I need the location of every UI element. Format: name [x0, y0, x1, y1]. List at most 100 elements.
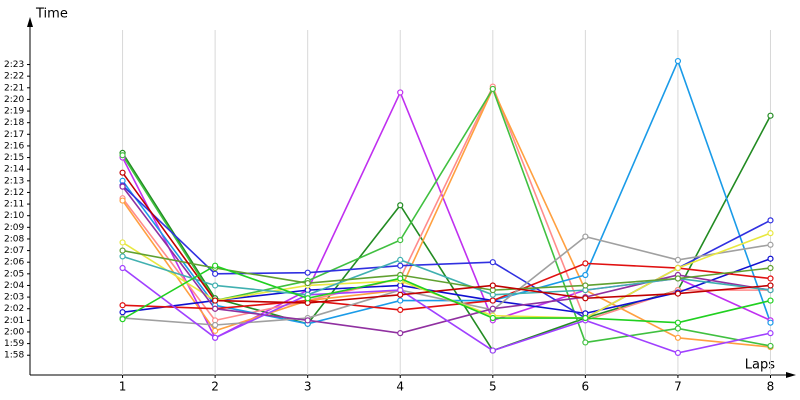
data-point: [212, 270, 219, 277]
y-tick-label: 2:01: [4, 316, 24, 326]
data-point: [119, 302, 126, 309]
data-point: [582, 233, 589, 240]
x-axis-label: Laps: [745, 358, 775, 373]
series-line: [121, 186, 771, 334]
data-point: [582, 271, 589, 279]
y-tick-label: 2:17: [4, 130, 24, 140]
series-line: [121, 115, 772, 352]
data-point: [119, 264, 126, 272]
data-point: [767, 282, 774, 289]
y-tick-label: 2:19: [4, 107, 24, 117]
data-point: [674, 349, 682, 357]
y-tick-label: 2:09: [4, 223, 24, 233]
y-tick-label: 2:21: [4, 83, 24, 93]
data-point: [489, 314, 496, 322]
data-point: [119, 253, 126, 260]
y-axis-arrow: [27, 17, 33, 27]
data-point: [674, 290, 682, 297]
data-point: [767, 112, 774, 119]
data-point: [397, 275, 404, 282]
data-point: [489, 85, 496, 93]
data-point: [119, 152, 126, 159]
y-tick-label: 2:20: [4, 95, 24, 105]
data-point: [119, 247, 126, 254]
data-point: [119, 183, 126, 190]
y-tick-label: 2:15: [4, 153, 24, 163]
data-point: [767, 217, 774, 224]
data-point: [119, 197, 126, 204]
data-point: [489, 297, 496, 304]
data-point: [119, 239, 126, 246]
y-tick-label: 1:59: [4, 339, 24, 349]
data-point: [674, 256, 682, 263]
data-point: [674, 264, 682, 272]
y-tick-label: 2:00: [4, 327, 24, 337]
data-point: [767, 319, 774, 326]
data-point: [212, 262, 219, 269]
data-point: [304, 317, 311, 324]
data-point: [397, 262, 404, 269]
data-point: [212, 297, 219, 304]
y-tick-label: 2:14: [4, 165, 24, 175]
y-axis-label: Time: [35, 7, 68, 22]
data-point: [767, 255, 774, 262]
data-point: [489, 282, 496, 289]
data-point: [119, 309, 126, 316]
y-tick-label: 2:10: [4, 211, 24, 221]
y-tick-label: 2:11: [4, 200, 24, 210]
series-line: [122, 267, 771, 354]
y-tick-label: 2:06: [4, 258, 24, 268]
y-tick-label: 2:05: [4, 269, 24, 279]
y-tick-label: 2:16: [4, 141, 24, 151]
data-point: [397, 330, 404, 337]
data-point: [582, 260, 589, 267]
x-tick-label: 6: [582, 380, 590, 394]
y-tick-label: 2:13: [4, 176, 24, 186]
y-tick-label: 2:07: [4, 246, 24, 256]
y-tick-label: 2:04: [4, 281, 24, 291]
y-tick-label: 2:12: [4, 188, 24, 198]
x-tick-label: 1: [119, 380, 127, 394]
data-point: [304, 269, 311, 276]
data-point: [582, 282, 589, 289]
data-point: [582, 339, 589, 346]
x-tick-label: 2: [211, 380, 219, 394]
data-point: [767, 275, 774, 282]
data-point: [674, 275, 682, 282]
data-point: [674, 57, 682, 65]
data-point: [212, 305, 219, 312]
data-point: [767, 230, 774, 237]
data-point: [397, 237, 404, 244]
data-point: [767, 297, 774, 304]
data-point: [212, 321, 219, 329]
x-tick-label: 5: [489, 380, 497, 394]
data-point: [767, 330, 774, 337]
series-line: [121, 87, 771, 348]
series-line: [121, 87, 771, 347]
y-tick-label: 2:02: [4, 304, 24, 314]
series-line: [122, 262, 771, 311]
y-tick-label: 2:23: [4, 60, 24, 70]
x-axis-arrow: [786, 372, 796, 378]
data-point: [304, 295, 311, 302]
data-point: [489, 259, 496, 266]
data-point: [212, 327, 219, 334]
y-tick-label: 2:18: [4, 118, 24, 128]
data-point: [212, 334, 219, 341]
y-tick-label: 2:03: [4, 293, 24, 303]
data-point: [397, 256, 404, 263]
data-point: [582, 314, 589, 322]
x-tick-label: 4: [396, 380, 404, 394]
data-point: [582, 295, 589, 302]
series-line: [121, 58, 772, 325]
data-point: [674, 325, 682, 332]
x-tick-label: 3: [304, 380, 312, 394]
data-point: [489, 347, 496, 354]
x-tick-label: 8: [767, 380, 775, 394]
y-tick-label: 1:58: [4, 351, 24, 361]
data-point: [397, 297, 404, 304]
data-point: [397, 89, 404, 96]
data-point: [767, 241, 774, 248]
data-point: [489, 305, 496, 312]
